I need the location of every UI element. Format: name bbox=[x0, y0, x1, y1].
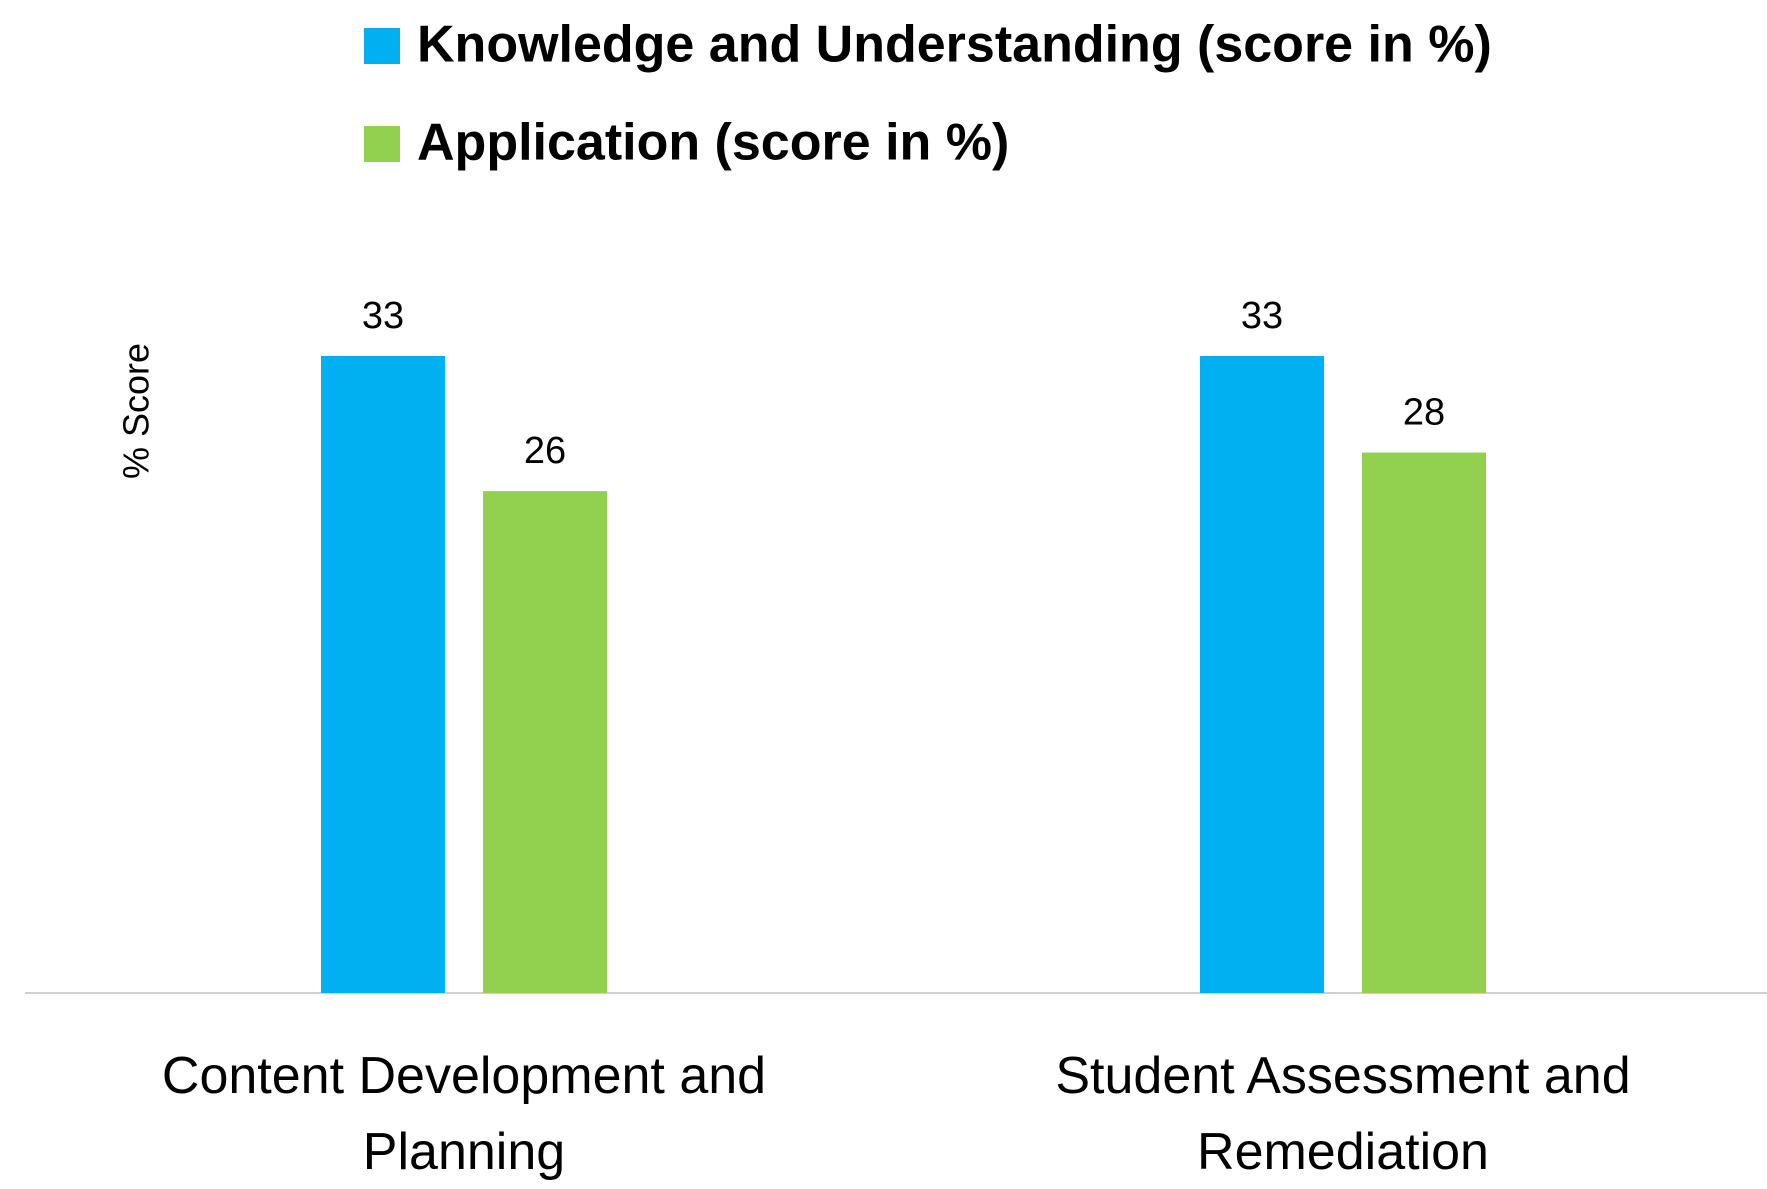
x-tick-label: Content Development and Planning bbox=[161, 1047, 767, 1181]
x-tick-label: Student Assessment and Remediation bbox=[1055, 1047, 1631, 1181]
legend-swatch bbox=[364, 28, 400, 64]
bar bbox=[1362, 452, 1486, 993]
value-label: 33 bbox=[362, 295, 404, 337]
bar bbox=[483, 491, 607, 993]
legend-swatch bbox=[364, 126, 400, 162]
bar bbox=[321, 356, 445, 993]
y-axis-label: % Score bbox=[116, 343, 157, 479]
legend-label: Application (score in %) bbox=[417, 114, 1009, 172]
value-label: 33 bbox=[1241, 295, 1283, 337]
value-label: 26 bbox=[524, 430, 566, 472]
legend-label: Knowledge and Understanding (score in %) bbox=[417, 16, 1492, 74]
bar bbox=[1200, 356, 1324, 993]
value-label: 28 bbox=[1403, 392, 1445, 434]
